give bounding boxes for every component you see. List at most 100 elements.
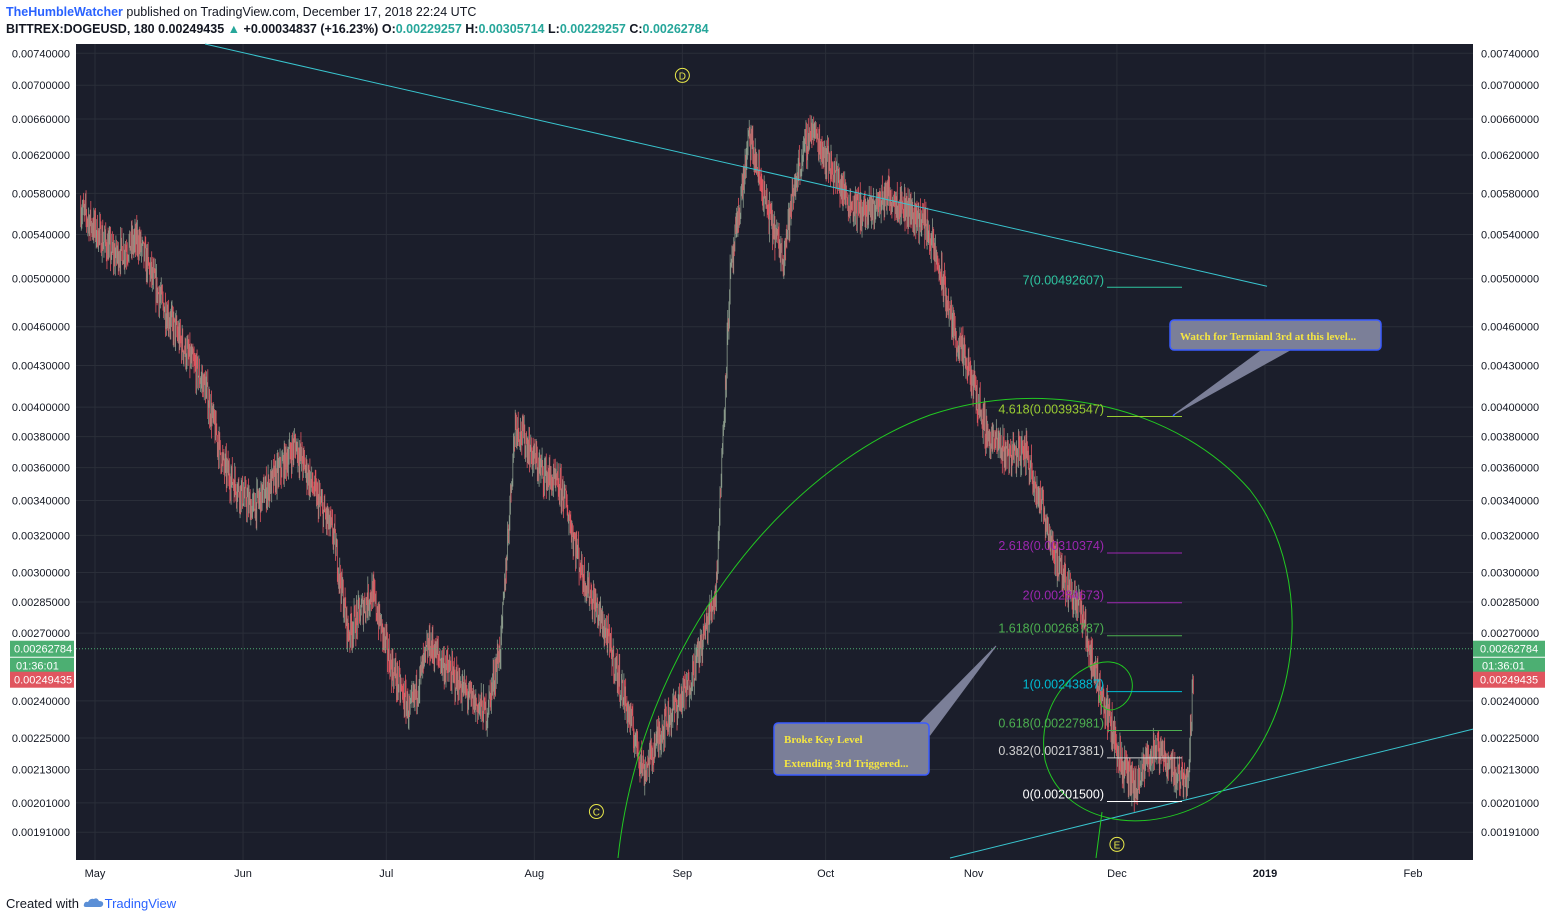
y-tick-left: 0.00430000 xyxy=(12,360,70,372)
y-tick-left: 0.00320000 xyxy=(12,530,70,542)
y-tick-left: 0.00540000 xyxy=(12,229,70,241)
y-tick-right: 0.00740000 xyxy=(1481,48,1539,60)
y-tick-left: 0.00201000 xyxy=(12,798,70,810)
y-tick-left: 0.00340000 xyxy=(12,496,70,508)
wave-label-circle xyxy=(588,804,604,820)
wave-label-circle xyxy=(1109,836,1125,852)
last-price-value-left: 0.00262784 xyxy=(14,644,72,656)
fib-level-label: 4.618(0.00393547) xyxy=(998,402,1104,416)
x-tick-label: Oct xyxy=(817,868,834,880)
ohlc-high-value: 0.00305714 xyxy=(478,22,545,36)
y-tick-left: 0.00700000 xyxy=(12,80,70,92)
y-tick-right: 0.00700000 xyxy=(1481,80,1539,92)
time-axis[interactable] xyxy=(76,860,1473,886)
y-tick-right: 0.00320000 xyxy=(1481,530,1539,542)
prev-price-value: 0.00249435 xyxy=(1480,675,1538,687)
annotation-callout[interactable]: Watch for Termianl 3rd at this level... xyxy=(1169,319,1382,417)
symbol-label: BITTREX:DOGEUSD, 180 xyxy=(6,22,155,36)
ohlc-high-label: H: xyxy=(465,22,479,36)
y-tick-right: 0.00460000 xyxy=(1481,322,1539,334)
x-tick-label: Feb xyxy=(1404,868,1423,880)
y-tick-left: 0.00400000 xyxy=(12,402,70,414)
last-price-badge-left xyxy=(10,640,74,657)
countdown-value: 01:36:01 xyxy=(1482,661,1525,673)
prev-price-badge-left xyxy=(10,671,74,688)
ohlc-low-value: 0.00229257 xyxy=(559,22,626,36)
y-tick-left: 0.00460000 xyxy=(12,322,70,334)
y-tick-left: 0.00380000 xyxy=(12,432,70,444)
fib-level-label: 2.618(0.00310374) xyxy=(998,539,1104,553)
last-price-value: 0.00262784 xyxy=(1480,644,1538,656)
callout-box xyxy=(1169,319,1382,351)
y-tick-left: 0.00270000 xyxy=(12,628,70,640)
up-arrow-icon: ▲ xyxy=(227,22,241,36)
tradingview-link[interactable]: TradingView xyxy=(104,896,177,911)
y-tick-left: 0.00285000 xyxy=(12,597,70,609)
x-tick-label: Aug xyxy=(525,868,545,880)
fib-level-label: 1.618(0.00268787) xyxy=(998,622,1104,636)
y-tick-left: 0.00580000 xyxy=(12,188,70,200)
y-tick-left: 0.00240000 xyxy=(12,696,70,708)
y-tick-right: 0.00500000 xyxy=(1481,274,1539,286)
descending-trendline[interactable] xyxy=(204,43,1268,287)
x-tick-label: Jul xyxy=(379,868,393,880)
wave-label-circle xyxy=(674,67,690,83)
ohlc-low-label: L: xyxy=(548,22,560,36)
y-tick-left: 0.00300000 xyxy=(12,568,70,580)
y-tick-right: 0.00660000 xyxy=(1481,114,1539,126)
callout-text: Watch for Termianl 3rd at this level... xyxy=(1180,331,1356,343)
y-tick-right: 0.00380000 xyxy=(1481,432,1539,444)
spiral-tail xyxy=(1095,811,1103,859)
callout-arrow xyxy=(1172,413,1176,417)
wave-label-e: E xyxy=(1114,840,1121,851)
y-tick-right: 0.00285000 xyxy=(1481,597,1539,609)
y-tick-right: 0.00191000 xyxy=(1481,827,1539,839)
right-price-axis[interactable] xyxy=(1473,44,1545,860)
y-tick-right: 0.00580000 xyxy=(1481,188,1539,200)
publish-line: TheHumbleWatcher published on TradingVie… xyxy=(6,5,476,19)
x-tick-label: Dec xyxy=(1107,868,1127,880)
y-tick-left: 0.00360000 xyxy=(12,463,70,475)
y-tick-left: 0.00225000 xyxy=(12,733,70,745)
ascending-trendline[interactable] xyxy=(949,728,1474,859)
fib-level-label: 0.618(0.00227981) xyxy=(998,716,1104,730)
y-tick-left: 0.00740000 xyxy=(12,48,70,60)
current-price: 0.00249435 xyxy=(158,22,225,36)
x-tick-label: Jun xyxy=(234,868,252,880)
ohlc-close-label: C: xyxy=(629,22,643,36)
y-tick-right: 0.00430000 xyxy=(1481,360,1539,372)
countdown-badge-left xyxy=(10,657,74,674)
y-tick-right: 0.00240000 xyxy=(1481,696,1539,708)
y-tick-right: 0.00300000 xyxy=(1481,568,1539,580)
y-tick-left: 0.00620000 xyxy=(12,150,70,162)
fib-level-label: 0(0.00201500) xyxy=(1023,787,1104,801)
published-text: published on TradingView.com, December 1… xyxy=(122,5,477,19)
last-price-badge xyxy=(1473,640,1545,657)
y-tick-right: 0.00340000 xyxy=(1481,496,1539,508)
x-tick-label: Nov xyxy=(964,868,984,880)
x-tick-label: Sep xyxy=(673,868,693,880)
tradingview-cloud-icon xyxy=(83,898,103,907)
price-change: +0.00034837 (+16.23%) xyxy=(243,22,379,36)
annotation-callout[interactable]: Broke Key Level Extending 3rd Triggered..… xyxy=(773,645,997,776)
y-tick-right: 0.00620000 xyxy=(1481,150,1539,162)
y-tick-right: 0.00540000 xyxy=(1481,229,1539,241)
fib-level-label: 2(0.00284673) xyxy=(1023,589,1104,603)
y-tick-right: 0.00213000 xyxy=(1481,765,1539,777)
fib-level-label: 7(0.00492607) xyxy=(1023,273,1104,287)
ohlc-close-value: 0.00262784 xyxy=(642,22,709,36)
ohlc-open-label: O: xyxy=(381,22,396,36)
y-tick-right: 0.00360000 xyxy=(1481,463,1539,475)
prev-price-value-left: 0.00249435 xyxy=(14,675,72,687)
countdown-value-left: 01:36:01 xyxy=(16,661,59,673)
left-price-axis[interactable] xyxy=(6,44,76,860)
countdown-badge xyxy=(1473,657,1545,674)
footer-prefix: Created with xyxy=(6,896,79,911)
y-tick-left: 0.00660000 xyxy=(12,114,70,126)
y-tick-right: 0.00400000 xyxy=(1481,402,1539,414)
wave-label-c: C xyxy=(593,808,600,819)
footer: Created with TradingView xyxy=(6,896,176,911)
author-link[interactable]: TheHumbleWatcher xyxy=(6,5,123,19)
fibonacci-spiral[interactable] xyxy=(617,397,1293,859)
